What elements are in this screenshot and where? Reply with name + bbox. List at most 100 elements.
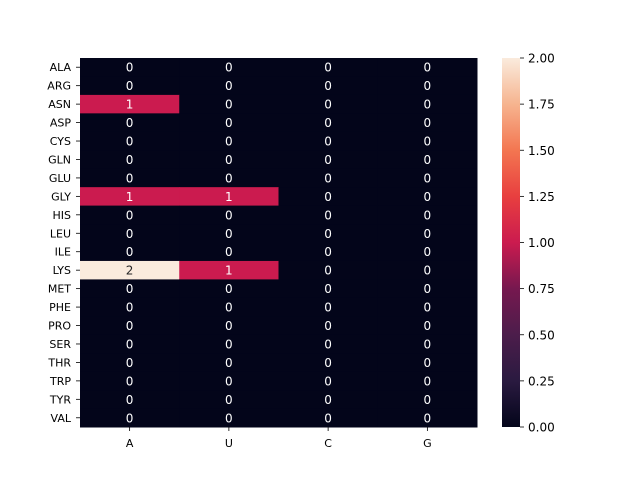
cell-label: 0 bbox=[126, 393, 134, 407]
y-axis: ALA ARG ASN ASP CYS GLN GLU GLY HIS LEU ILE LYS MET P… bbox=[47, 61, 80, 425]
cell-label: 0 bbox=[126, 227, 134, 241]
cell-pro-a bbox=[80, 316, 180, 336]
cell-asp-c bbox=[278, 113, 379, 133]
cell-leu-a bbox=[80, 224, 180, 243]
y-tick-label: GLN bbox=[48, 153, 71, 166]
cell-val-g bbox=[377, 408, 478, 428]
y-tick-label: LEU bbox=[50, 227, 71, 240]
cell-label: 0 bbox=[225, 245, 233, 259]
cell-asp-a bbox=[80, 113, 180, 133]
cell-val-c bbox=[278, 408, 379, 428]
cell-gly-u bbox=[179, 187, 279, 207]
cell-tyr-g bbox=[377, 390, 478, 410]
cell-his-a bbox=[80, 205, 180, 225]
cell-trp-c bbox=[278, 371, 379, 391]
cell-cys-a bbox=[80, 131, 180, 151]
colorbar-tick-label: 0.50 bbox=[528, 328, 555, 342]
cell-his-g bbox=[377, 205, 478, 225]
colorbar-tick-label: 1.25 bbox=[528, 190, 555, 204]
cell-label: 0 bbox=[424, 337, 432, 351]
x-tick-label: G bbox=[423, 437, 432, 450]
cell-label: 0 bbox=[126, 356, 134, 370]
cell-label: 0 bbox=[324, 135, 332, 149]
cell-label: 0 bbox=[225, 227, 233, 241]
cell-gln-c bbox=[278, 150, 379, 170]
cell-ala-c bbox=[278, 58, 379, 77]
cell-label: 0 bbox=[225, 98, 233, 112]
y-tick-label: PHE bbox=[49, 301, 71, 314]
y-tick-label: LYS bbox=[53, 264, 71, 277]
cell-label: 0 bbox=[424, 135, 432, 149]
cell-ser-a bbox=[80, 334, 180, 354]
cell-label: 0 bbox=[324, 393, 332, 407]
cell-arg-g bbox=[377, 76, 478, 96]
cell-glu-u bbox=[179, 168, 279, 188]
cell-label: 0 bbox=[324, 374, 332, 388]
cell-label: 0 bbox=[424, 301, 432, 315]
y-tick-label: ILE bbox=[55, 246, 71, 259]
cell-tyr-u bbox=[179, 390, 279, 410]
colorbar-ticks: 0.00 0.25 0.50 0.75 1.00 1.25 1.50 1.75 2.00 bbox=[520, 52, 555, 435]
cell-arg-a bbox=[80, 76, 180, 96]
x-tick-label: C bbox=[324, 437, 332, 450]
cell-label: 0 bbox=[324, 337, 332, 351]
y-tick-label: ARG bbox=[47, 80, 71, 93]
cell-thr-g bbox=[377, 353, 478, 373]
cell-label: 0 bbox=[324, 227, 332, 241]
cell-label: 0 bbox=[324, 116, 332, 130]
cell-met-u bbox=[179, 279, 279, 299]
cell-label: 0 bbox=[324, 171, 332, 185]
cell-pro-c bbox=[278, 316, 379, 336]
cell-label: 0 bbox=[126, 79, 134, 93]
cell-label: 0 bbox=[225, 79, 233, 93]
cell-cys-u bbox=[179, 131, 279, 151]
cell-cys-c bbox=[278, 131, 379, 151]
cell-label: 0 bbox=[424, 411, 432, 425]
cell-label: 0 bbox=[324, 98, 332, 112]
cell-ile-a bbox=[80, 242, 180, 262]
cell-label: 0 bbox=[126, 319, 134, 333]
cell-label: 0 bbox=[126, 116, 134, 130]
cell-label: 0 bbox=[324, 264, 332, 278]
cell-gly-c bbox=[278, 187, 379, 207]
y-tick-label: ALA bbox=[50, 61, 72, 74]
colorbar-tick-label: 0.00 bbox=[528, 421, 555, 435]
cell-label: 0 bbox=[424, 61, 432, 75]
cell-label: 0 bbox=[225, 374, 233, 388]
cell-label: 0 bbox=[126, 282, 134, 296]
colorbar-tick-label: 0.75 bbox=[528, 282, 555, 296]
cell-label: 0 bbox=[424, 319, 432, 333]
cell-label: 0 bbox=[424, 393, 432, 407]
cell-label: 0 bbox=[126, 245, 134, 259]
cell-label: 0 bbox=[324, 356, 332, 370]
cell-gln-a bbox=[80, 150, 180, 170]
cell-label: 1 bbox=[225, 264, 233, 278]
cell-phe-a bbox=[80, 297, 180, 317]
y-tick-label: TYR bbox=[49, 393, 71, 406]
cell-label: 0 bbox=[424, 171, 432, 185]
heatmap-cells bbox=[80, 58, 478, 428]
cell-label: 0 bbox=[225, 319, 233, 333]
cell-label: 0 bbox=[424, 245, 432, 259]
cell-val-u bbox=[179, 408, 279, 428]
cell-label: 0 bbox=[424, 116, 432, 130]
cell-arg-u bbox=[179, 76, 279, 96]
cell-label: 0 bbox=[225, 393, 233, 407]
cell-label: 0 bbox=[324, 245, 332, 259]
y-tick-label: HIS bbox=[53, 209, 72, 222]
cell-label: 0 bbox=[126, 337, 134, 351]
cell-thr-u bbox=[179, 353, 279, 373]
x-tick-label: U bbox=[225, 437, 233, 450]
cell-label: 0 bbox=[225, 116, 233, 130]
cell-pro-g bbox=[377, 316, 478, 336]
cell-val-a bbox=[80, 408, 180, 428]
cell-label: 0 bbox=[424, 98, 432, 112]
cell-lys-g bbox=[377, 260, 478, 280]
cell-trp-u bbox=[179, 371, 279, 391]
y-tick-label: SER bbox=[49, 338, 71, 351]
cell-gly-g bbox=[377, 187, 478, 207]
cell-label: 0 bbox=[324, 301, 332, 315]
y-tick-label: GLU bbox=[49, 172, 71, 185]
cell-leu-g bbox=[377, 224, 478, 243]
